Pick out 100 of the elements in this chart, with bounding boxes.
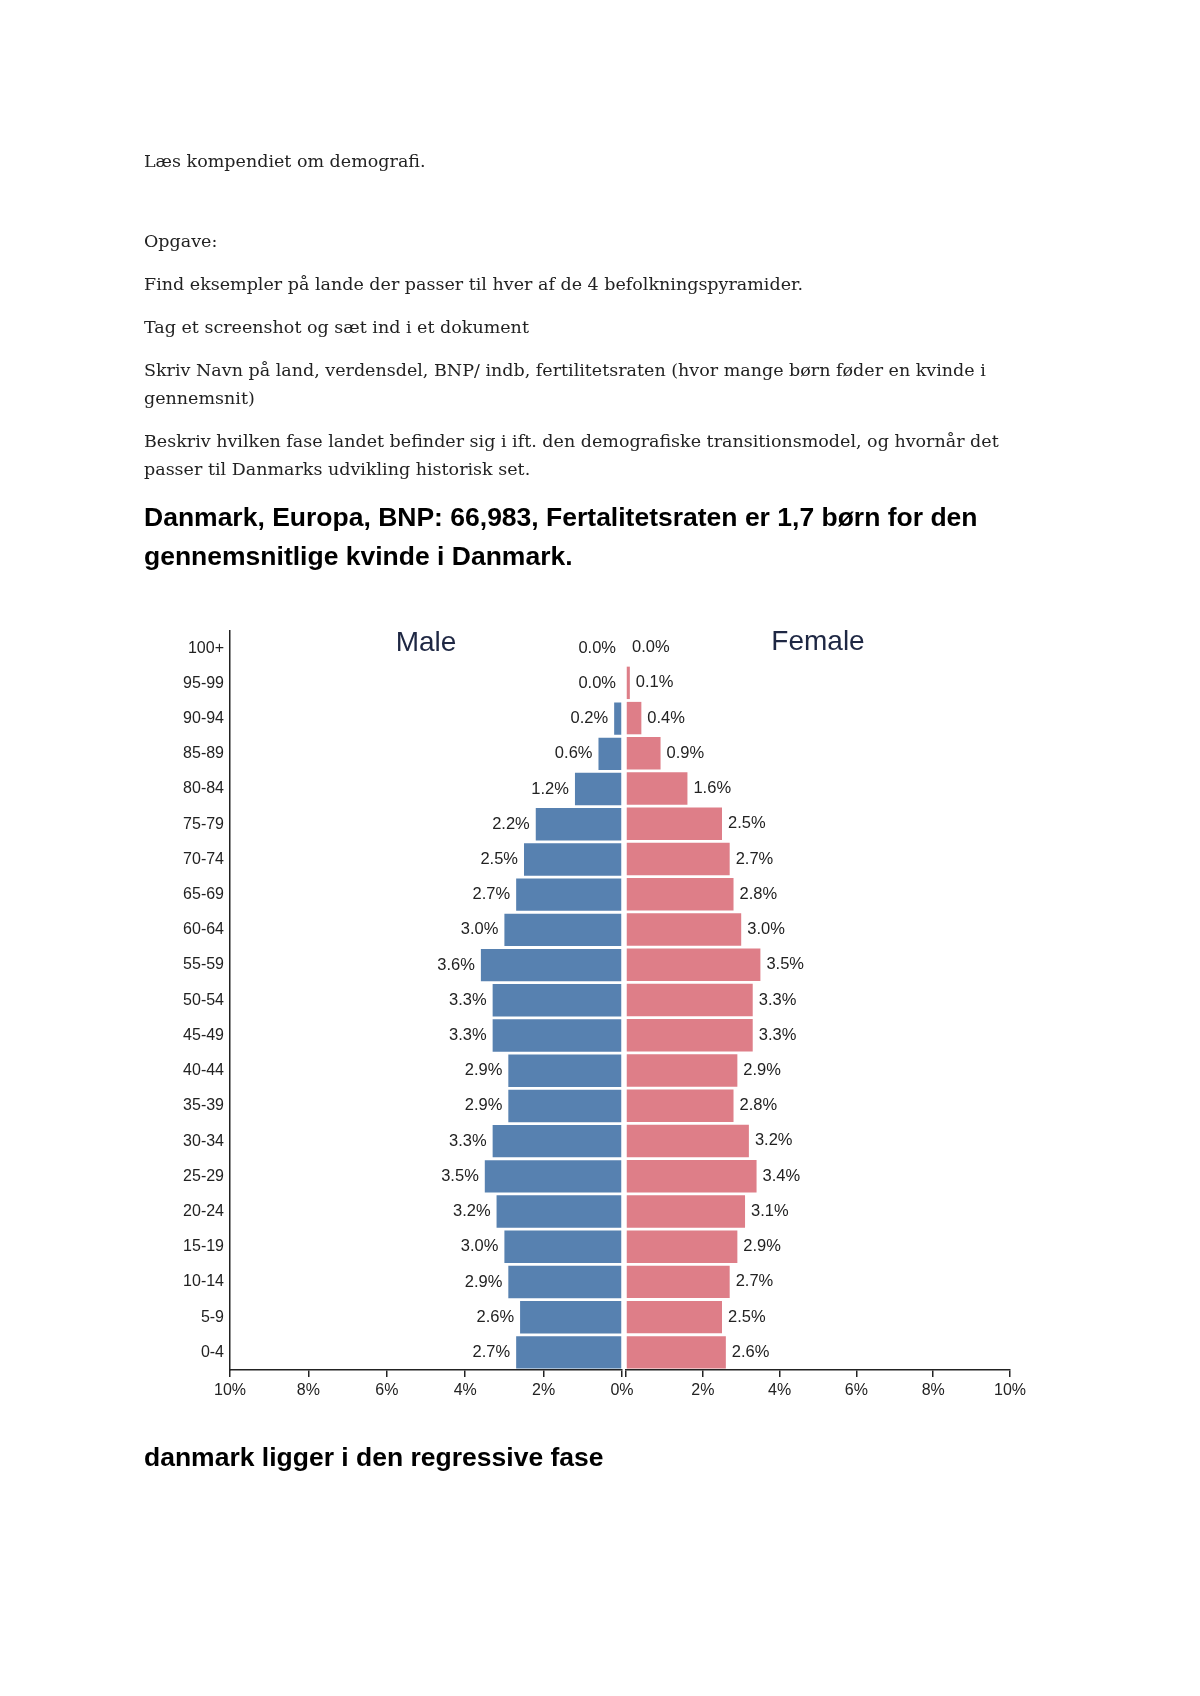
bar (516, 878, 622, 911)
y-tick-label: 5-9 (200, 1307, 225, 1325)
x-tick-label: 2% (691, 1381, 715, 1399)
data-label: 2.9% (464, 1271, 503, 1290)
x-tick-label: 4% (768, 1381, 792, 1399)
data-label: 2.5% (728, 1306, 766, 1325)
data-label: 2.5% (728, 813, 766, 832)
data-label: 2.7% (472, 1341, 511, 1360)
y-tick-label: 35-39 (183, 1096, 225, 1114)
data-label: 2.9% (743, 1236, 782, 1255)
bar (504, 1230, 622, 1263)
bar (598, 737, 622, 771)
bar (508, 1265, 622, 1299)
bar (626, 1019, 753, 1052)
bar (524, 843, 622, 876)
data-label: 3.0% (460, 1236, 499, 1255)
bar (626, 1054, 738, 1087)
bar (626, 1336, 726, 1369)
data-label: 3.5% (766, 954, 805, 973)
data-label: 0.4% (647, 707, 686, 726)
bar (520, 1300, 622, 1334)
y-tick-label: 0-4 (200, 1342, 225, 1360)
x-tick-label: 8% (921, 1381, 945, 1399)
bar (626, 948, 761, 981)
y-tick-label: 15-19 (183, 1237, 225, 1255)
text: Danmark, Europa, BNP: 66,983, Fertalitetsraten er 1,7 børn for den gennemsnitlige kvinde i Danmark. (144, 501, 979, 573)
data-label: 2.9% (464, 1060, 503, 1079)
data-label: 3.5% (441, 1165, 480, 1184)
data-label: 3.1% (751, 1200, 789, 1219)
bar (496, 1195, 622, 1228)
bar (626, 772, 688, 805)
y-tick-label: 45-49 (183, 1025, 225, 1043)
data-label: 3.6% (437, 954, 476, 973)
data-label: 2.7% (735, 848, 774, 867)
y-tick-label: 90-94 (183, 709, 225, 727)
bar (508, 1089, 622, 1123)
text: Find eksempler på lande der passer til hver af de 4 befolkningspyramider. (144, 273, 804, 296)
text: Skriv Navn på land, verdensdel, BNP/ indb, fertilitetsraten (hvor mange børn føder en kvinde i gennemsnit) (144, 359, 987, 410)
y-tick-label: 60-64 (183, 920, 225, 938)
data-label: 2.7% (472, 884, 511, 903)
bar (626, 913, 742, 946)
x-tick-label: 10% (213, 1381, 247, 1399)
x-tick-label: 6% (375, 1381, 399, 1399)
data-label: 3.3% (449, 989, 487, 1008)
data-label: 2.7% (735, 1271, 774, 1290)
data-label: 2.9% (464, 1095, 503, 1114)
data-label: 2.6% (731, 1341, 770, 1360)
bar (626, 1159, 757, 1193)
bar (626, 1124, 749, 1158)
y-tick-label: 65-69 (183, 885, 225, 903)
y-tick-label: 50-54 (183, 990, 225, 1008)
bar (614, 702, 622, 735)
y-tick-label: 30-34 (183, 1131, 225, 1149)
x-tick-label: 6% (844, 1381, 868, 1399)
bar (626, 1300, 722, 1334)
bar (574, 772, 622, 806)
bar (492, 1124, 622, 1158)
x-tick-label: 0% (610, 1381, 634, 1399)
data-label: 0.1% (635, 672, 674, 691)
text: Beskriv hvilken fase landet befinder sig i ift. den demografiske transitionsmodel, og hvornår det passer til Danmarks udvikling historisk set. (144, 430, 1000, 481)
data-label: 0.0% (578, 672, 617, 691)
data-label: 0.0% (632, 637, 670, 656)
bar (516, 1336, 622, 1369)
y-tick-label: 95-99 (183, 673, 225, 691)
data-label: 3.3% (449, 1025, 487, 1044)
y-tick-label: 70-74 (183, 849, 225, 867)
y-tick-label: 75-79 (183, 814, 225, 832)
data-label: 0.0% (578, 637, 617, 656)
bar (626, 701, 642, 735)
data-label: 3.4% (762, 1165, 801, 1184)
bar (626, 666, 630, 700)
bar (626, 807, 722, 841)
data-label: 0.6% (554, 743, 593, 762)
bar (492, 1019, 622, 1052)
bar (535, 808, 622, 841)
x-tick-label: 8% (296, 1381, 320, 1399)
text: danmark ligger i den regressive fase (144, 1441, 605, 1474)
data-label: 2.9% (743, 1060, 782, 1079)
bar (484, 1160, 622, 1193)
data-label: 2.6% (476, 1306, 515, 1325)
bar (480, 948, 622, 982)
data-label: 1.2% (531, 778, 570, 797)
data-label: 3.3% (758, 989, 797, 1008)
data-label: 1.6% (693, 778, 732, 797)
y-tick-label: 40-44 (183, 1061, 225, 1079)
bar (626, 878, 734, 911)
bar (626, 983, 753, 1017)
x-tick-label: 10% (993, 1381, 1027, 1399)
data-label: 2.8% (739, 1095, 778, 1114)
bar (508, 1054, 622, 1087)
x-tick-label: 2% (532, 1381, 556, 1399)
chart-title: Male (395, 625, 457, 657)
data-label: 0.2% (570, 708, 609, 727)
bar (626, 1230, 738, 1263)
y-tick-label: 10-14 (183, 1272, 225, 1290)
x-tick-label: 4% (453, 1381, 477, 1399)
text: Læs kompendiet om demografi. (144, 150, 427, 173)
y-tick-label: 85-89 (183, 744, 225, 762)
data-label: 2.8% (739, 883, 778, 902)
data-label: 0.9% (666, 742, 705, 761)
